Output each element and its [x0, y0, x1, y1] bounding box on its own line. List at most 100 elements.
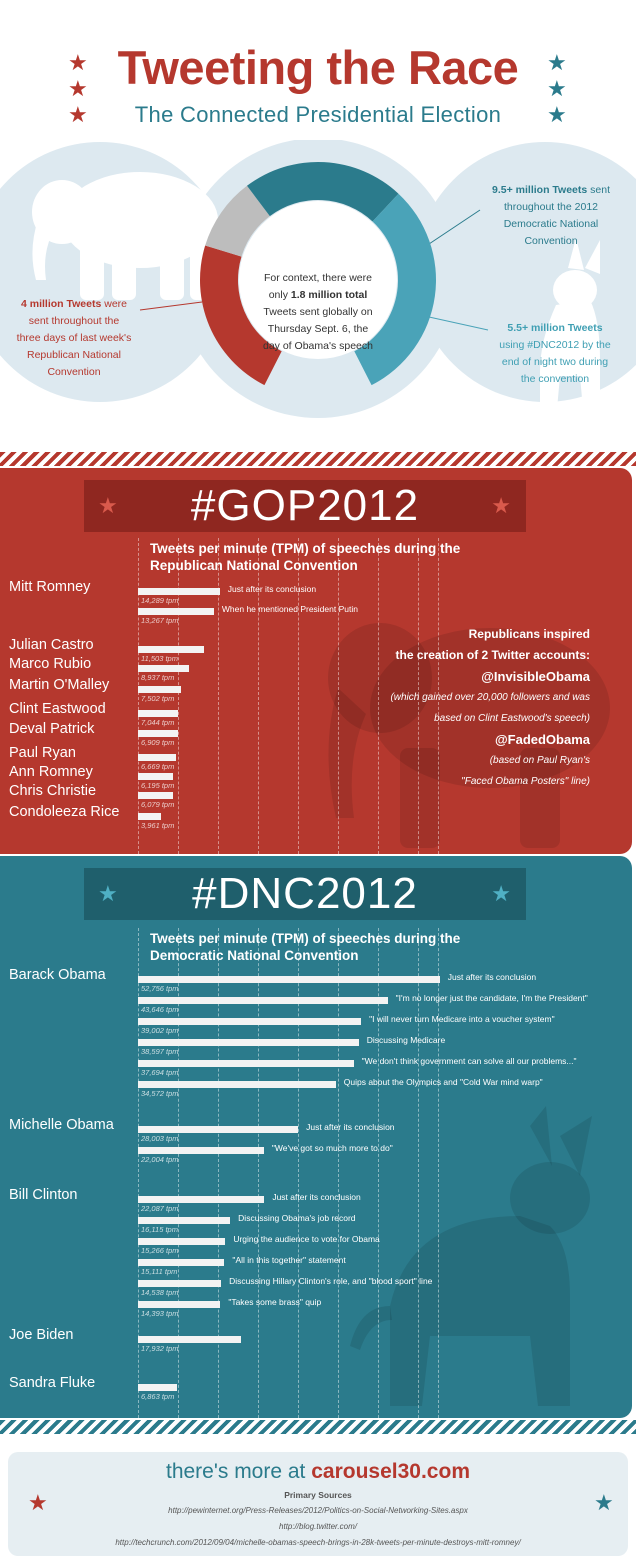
grid-line [258, 538, 259, 854]
bar-note: "We've got so much more to do" [271, 1143, 393, 1153]
tpm-bar [138, 686, 181, 693]
tpm-label: 17,932 tpm [141, 1344, 179, 1353]
rnc-stat: 4 million Tweets were sent throughout th… [16, 298, 132, 378]
grid-line [138, 538, 139, 854]
page-subtitle: The Connected Presidential Election [134, 102, 502, 127]
tpm-bar [138, 646, 204, 653]
tpm-bar [138, 1018, 362, 1025]
bar-note: "Takes some brass" quip [228, 1297, 322, 1307]
grid-line [378, 928, 379, 1418]
gop-hashtag: #GOP2012 [190, 481, 420, 530]
tpm-label: 7,502 tpm [141, 694, 175, 703]
tpm-bar [138, 588, 220, 595]
tpm-bar [138, 1217, 231, 1224]
speaker-name: Michelle Obama [9, 1117, 114, 1133]
star-icon: ★ [547, 76, 567, 101]
header: ★ ★ ★ ★ ★ ★ Tweeting the Race The Connec… [0, 0, 636, 140]
donkey-watermark-icon [350, 1106, 592, 1406]
tpm-label: 14,289 tpm [141, 596, 179, 605]
tpm-label: 3,961 tpm [141, 821, 175, 830]
donkey-icon [540, 238, 600, 420]
speaker-name: Paul Ryan [9, 745, 76, 761]
grid-line [298, 538, 299, 854]
dnc-stat: 9.5+ million Tweets sent throughout the … [492, 184, 610, 247]
tpm-bar [138, 1238, 226, 1245]
source-link[interactable]: http://techcrunch.com/2012/09/04/michell… [115, 1538, 521, 1547]
star-icon: ★ [68, 102, 88, 127]
tpm-bar [138, 710, 179, 717]
star-icon: ★ [547, 102, 567, 127]
grid-line [258, 928, 259, 1418]
bar-note: "I will never turn Medicare into a vouch… [369, 1014, 555, 1024]
intro-section: 4 million Tweets were sent throughout th… [0, 140, 636, 450]
footer: ★ ★ there's more at carousel30.com Prima… [8, 1452, 628, 1556]
tpm-label: 43,646 tpm [141, 1005, 179, 1014]
tpm-label: 13,267 tpm [141, 616, 179, 625]
grid-line [378, 538, 379, 854]
tpm-label: 6,863 tpm [141, 1392, 175, 1401]
grid-line [178, 538, 179, 854]
star-icon: ★ [491, 493, 512, 518]
tpm-bar [138, 1081, 336, 1088]
tpm-label: 6,909 tpm [141, 738, 175, 747]
tpm-label: 22,087 tpm [141, 1204, 179, 1213]
tpm-bar [138, 1060, 354, 1067]
dnc2-leader [419, 314, 489, 331]
dnc-hashtag: #DNC2012 [192, 869, 418, 918]
tpm-bar [138, 754, 177, 761]
source-link[interactable]: http://blog.twitter.com/ [279, 1522, 357, 1531]
tpm-label: 38,597 tpm [141, 1047, 179, 1056]
tpm-bar [138, 1336, 241, 1343]
donut-segment-3 [354, 193, 436, 386]
divider-stripe [0, 452, 636, 466]
speaker-name: Sandra Fluke [9, 1375, 96, 1391]
tpm-label: 14,393 tpm [141, 1309, 179, 1318]
grid-line [338, 538, 339, 854]
footer-heading: there's more at carousel30.com [165, 1460, 470, 1483]
bar-note: "We don't think government can solve all… [361, 1056, 577, 1066]
page-title: Tweeting the Race [117, 41, 519, 94]
grid-line [418, 928, 419, 1418]
speaker-name: Martin O'Malley [9, 677, 110, 693]
speaker-name: Barack Obama [9, 967, 106, 983]
donut-hole [239, 201, 397, 359]
speaker-name: Condoleeza Rice [9, 804, 120, 820]
tpm-bar [138, 813, 161, 820]
star-icon: ★ [28, 1490, 48, 1515]
grid-line [218, 538, 219, 854]
tweet-volume-donut [199, 162, 436, 386]
star-icon: ★ [68, 50, 88, 75]
tpm-bar [138, 608, 214, 615]
star-icon: ★ [594, 1490, 614, 1515]
dnc-chart-title: Tweets per minute (TPM) of speeches duri… [150, 931, 461, 963]
callout-note: (based on Paul Ryan's [489, 755, 590, 766]
tpm-bar [138, 792, 173, 799]
tpm-label: 39,002 tpm [141, 1026, 179, 1035]
tpm-label: 8,937 tpm [141, 673, 175, 682]
tpm-bar [138, 976, 440, 983]
gop-callout: Republicans inspired the creation of 2 T… [340, 624, 590, 792]
dnc-section: ★ #DNC2012 ★ Tweets per minute (TPM) of … [0, 856, 632, 1418]
callout-note: based on Clint Eastwood's speech) [434, 713, 590, 724]
site-link[interactable]: carousel30.com [311, 1460, 470, 1483]
bar-note: Just after its conclusion [272, 1192, 361, 1202]
gop-banner: ★ #GOP2012 ★ [84, 480, 526, 532]
tpm-label: 52,756 tpm [141, 984, 179, 993]
tpm-bar [138, 730, 178, 737]
tpm-bar [138, 997, 388, 1004]
speaker-name: Mitt Romney [9, 579, 91, 595]
elephant-watermark-icon [328, 623, 610, 848]
speaker-name: Deval Patrick [9, 721, 95, 737]
source-link[interactable]: http://pewinternet.org/Press-Releases/20… [168, 1506, 468, 1515]
tpm-label: 6,669 tpm [141, 762, 175, 771]
bar-note: Discussing Medicare [366, 1035, 446, 1045]
grid-line [218, 928, 219, 1418]
tpm-bar [138, 1196, 265, 1203]
grid-line [178, 928, 179, 1418]
speaker-name: Julian Castro [9, 637, 94, 653]
context-stat: For context, there were only 1.8 million… [263, 272, 373, 352]
donut-segment-2 [246, 162, 399, 222]
star-icon: ★ [68, 76, 88, 101]
bar-note: Just after its conclusion [227, 584, 317, 594]
donut-segment-1 [205, 185, 270, 257]
